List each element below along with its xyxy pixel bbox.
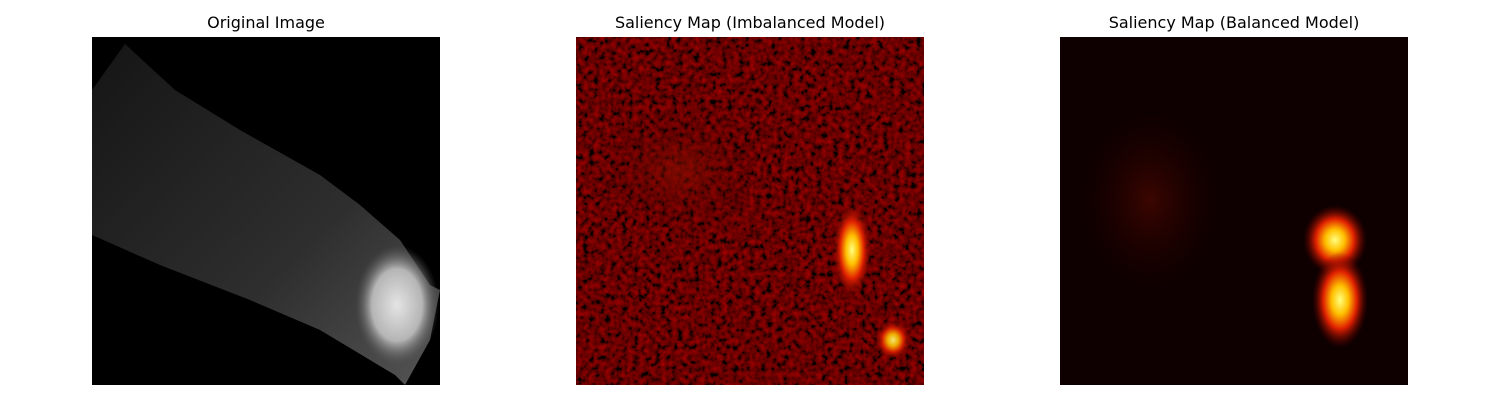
- original-image: [92, 37, 440, 385]
- saliency-imbalanced: [576, 37, 924, 385]
- panel-title: Saliency Map (Imbalanced Model): [615, 13, 885, 32]
- saliency-balanced: [1060, 37, 1408, 385]
- panel-title: Saliency Map (Balanced Model): [1109, 13, 1360, 32]
- panel-title: Original Image: [207, 13, 325, 32]
